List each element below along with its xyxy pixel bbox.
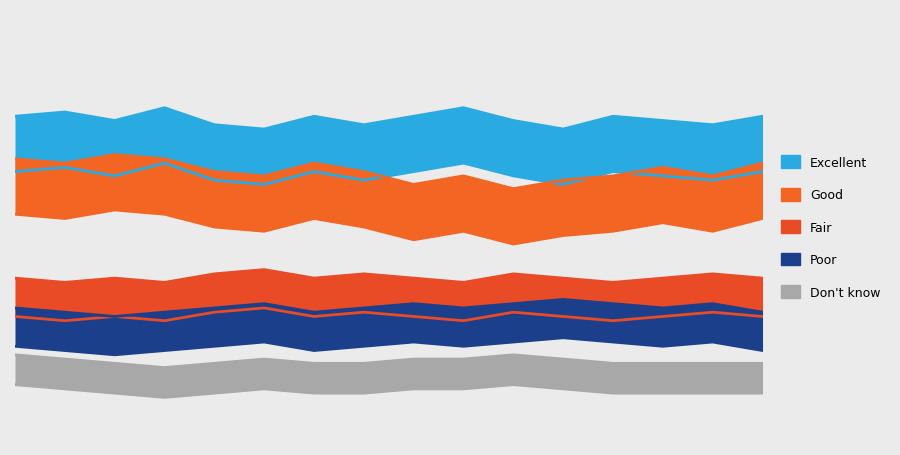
Legend: Excellent, Good, Fair, Poor, Don't know: Excellent, Good, Fair, Poor, Don't know (777, 151, 886, 304)
